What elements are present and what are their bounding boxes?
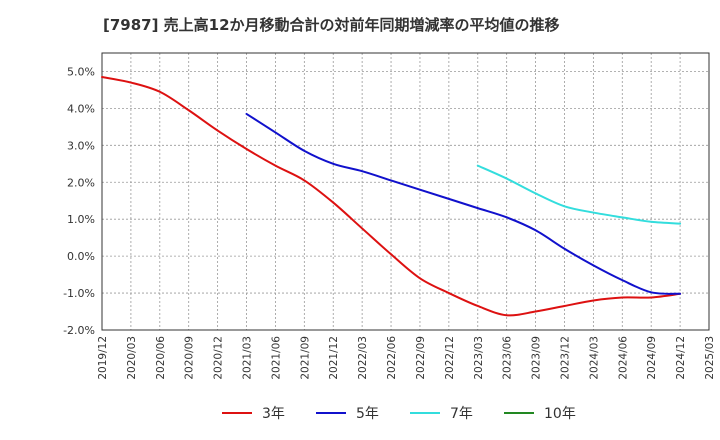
x-tick-label: 2023/12 (559, 336, 571, 380)
x-tick-label: 2020/09 (184, 336, 196, 380)
y-tick-label: -1.0% (63, 287, 95, 300)
x-tick-label: 2024/09 (646, 336, 658, 380)
x-tick-label: 2020/12 (213, 336, 225, 380)
x-tick-label: 2023/03 (473, 336, 485, 380)
x-tick-label: 2022/09 (415, 336, 427, 380)
y-tick-label: 4.0% (67, 102, 95, 115)
x-tick-label: 2021/09 (299, 336, 311, 380)
series-line-3年 (101, 76, 682, 317)
x-tick-label: 2021/03 (242, 336, 254, 380)
legend-label: 5年 (356, 406, 379, 422)
plot-frame (101, 52, 710, 331)
y-tick-label: 0.0% (67, 250, 95, 263)
plot-area (102, 53, 709, 330)
x-tick-label: 2022/06 (386, 336, 398, 380)
y-tick-label: 2.0% (67, 176, 95, 189)
x-tick-label: 2022/03 (357, 336, 369, 380)
x-tick-label: 2022/12 (444, 336, 456, 380)
x-tick-label: 2024/06 (617, 336, 629, 380)
legend-label: 10年 (544, 406, 576, 422)
x-tick-label: 2023/06 (502, 336, 514, 380)
legend-label: 7年 (450, 406, 473, 422)
x-tick-label: 2021/06 (270, 336, 282, 380)
x-tick-label: 2023/09 (531, 336, 543, 380)
x-tick-label: 2020/03 (126, 336, 138, 380)
y-tick-label: 1.0% (67, 213, 95, 226)
legend-label: 3年 (262, 406, 285, 422)
y-tick-label: -2.0% (63, 324, 95, 337)
x-tick-label: 2020/06 (155, 336, 167, 380)
series-line-7年 (476, 164, 682, 225)
series-line-5年 (245, 112, 682, 295)
x-tick-label: 2025/03 (704, 336, 716, 380)
y-tick-label: 3.0% (67, 139, 95, 152)
x-tick-label: 2021/12 (328, 336, 340, 380)
chart-title: [7987] 売上高12か月移動合計の対前年同期増減率の平均値の推移 (103, 16, 560, 34)
x-tick-label: 2024/12 (675, 336, 687, 380)
y-tick-label: 5.0% (67, 65, 95, 78)
x-tick-label: 2024/03 (588, 336, 600, 380)
x-tick-label: 2019/12 (97, 336, 109, 380)
